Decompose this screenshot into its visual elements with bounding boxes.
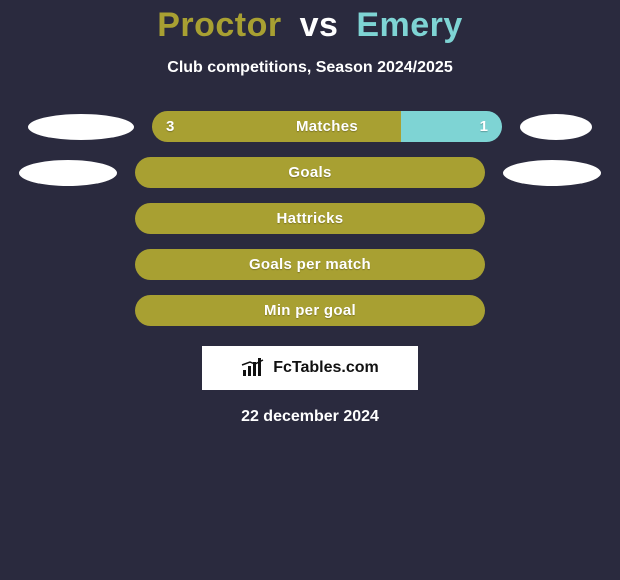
player-right-name: Emery: [356, 6, 462, 44]
brand-badge: FcTables.com: [202, 346, 418, 390]
bar-left-segment: [135, 249, 485, 280]
stat-bar: Min per goal: [135, 295, 485, 326]
date-label: 22 december 2024: [0, 408, 620, 426]
left-oval: [19, 160, 117, 186]
stat-row: Hattricks: [10, 203, 610, 234]
brand-text: FcTables.com: [273, 359, 379, 377]
stat-bar: Goals per match: [135, 249, 485, 280]
stat-row: Min per goal: [10, 295, 610, 326]
bar-left-segment: [135, 295, 485, 326]
player-left-name: Proctor: [157, 6, 281, 44]
bar-left-segment: [152, 111, 401, 142]
title-vs: vs: [300, 6, 339, 44]
subtitle: Club competitions, Season 2024/2025: [0, 59, 620, 77]
stat-bar: Matches31: [152, 111, 502, 142]
stat-bar: Hattricks: [135, 203, 485, 234]
stat-row: Goals per match: [10, 249, 610, 280]
stat-row: Goals: [10, 157, 610, 188]
right-oval: [503, 160, 601, 186]
left-oval: [28, 114, 134, 140]
stat-rows: Matches31 Goals Hattricks Goals per match Mi…: [0, 111, 620, 326]
bar-right-segment: [401, 111, 503, 142]
page-title: Proctor vs Emery: [0, 6, 620, 45]
bar-left-segment: [135, 157, 485, 188]
bar-left-segment: [135, 203, 485, 234]
right-oval: [520, 114, 592, 140]
bar-chart-icon: [241, 358, 267, 378]
stat-bar: Goals: [135, 157, 485, 188]
comparison-infographic: Proctor vs Emery Club competitions, Seas…: [0, 0, 620, 580]
stat-row: Matches31: [10, 111, 610, 142]
